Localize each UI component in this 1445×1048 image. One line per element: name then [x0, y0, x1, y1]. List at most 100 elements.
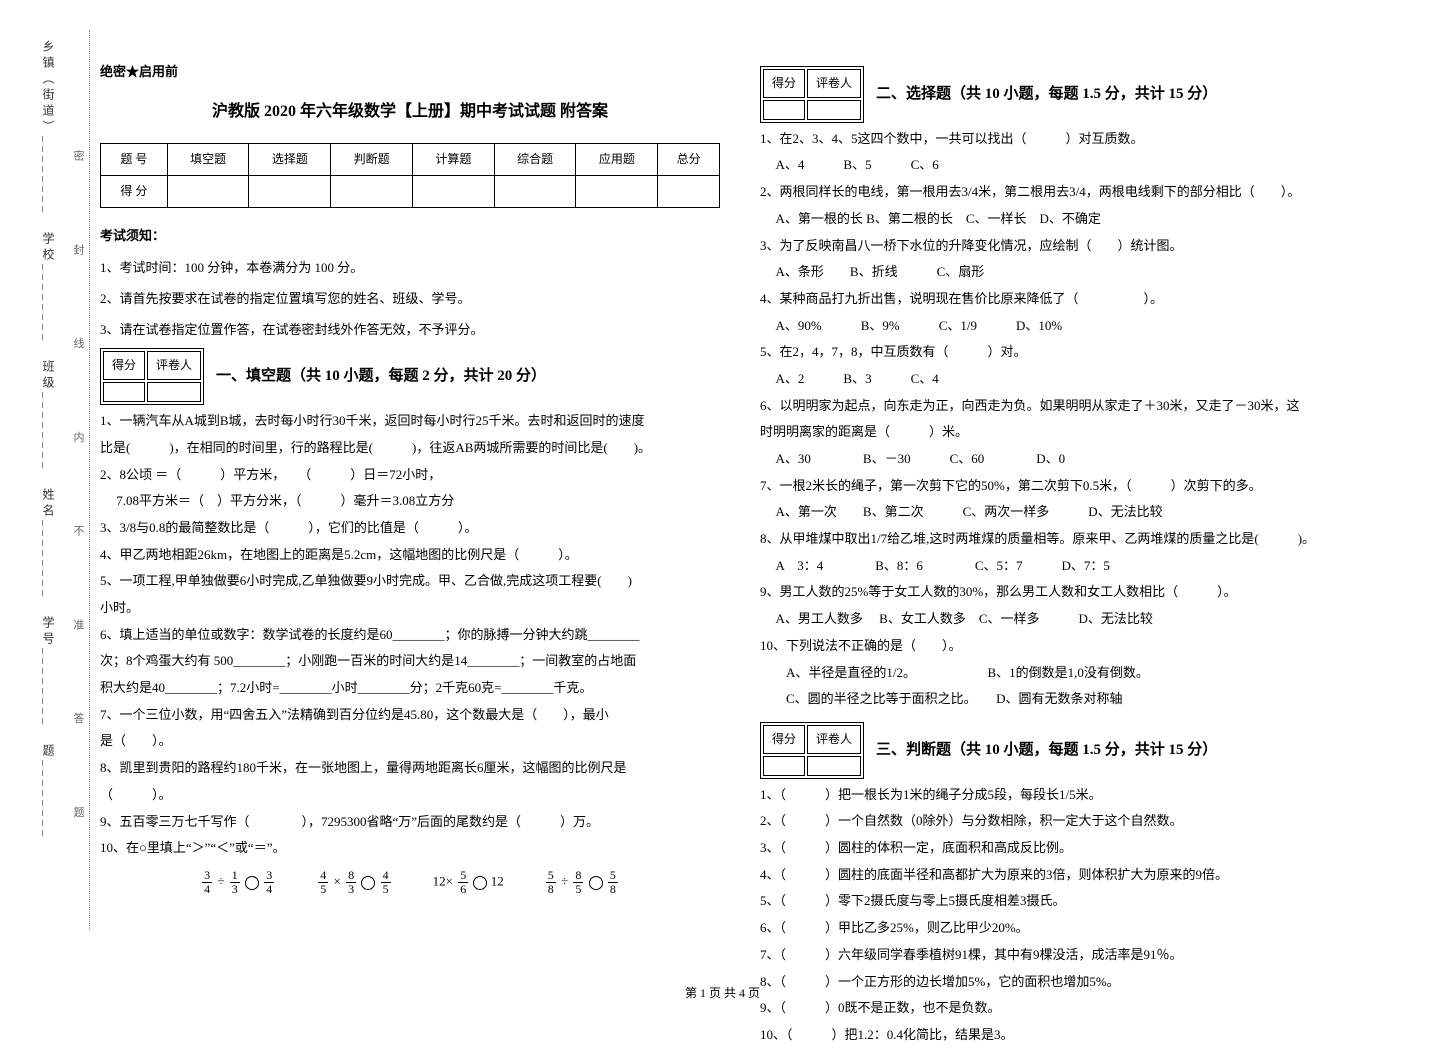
- binding-strip: 乡镇（街道）________ 学校________ 班级________ 姓名_…: [30, 30, 90, 930]
- mini-cell: [763, 100, 805, 120]
- question: 6、以明明家为起点，向东走为正，向西走为负。如果明明从家走了＋30米，又走了－3…: [760, 394, 1380, 419]
- compare-circle-icon: [361, 876, 375, 890]
- section-1-head: 一、填空题（共 10 小题，每题 2 分，共计 20 分）: [216, 362, 546, 391]
- equation-row: 34 ÷ 13 34 45 × 83 45 12× 56 12: [100, 869, 720, 896]
- question: A、男工人数多 B、女工人数多 C、一样多 D、无法比较: [760, 607, 1380, 632]
- mini-cell: [147, 382, 201, 402]
- mini-cell: [103, 382, 145, 402]
- question: 6、（ ）甲比乙多25%，则乙比甲少20%。: [760, 916, 1380, 941]
- equation: 12× 56 12: [433, 869, 504, 896]
- score-cell: [494, 175, 576, 207]
- score-table: 题 号 填空题 选择题 判断题 计算题 综合题 应用题 总分 得 分: [100, 143, 720, 208]
- table-row: 得 分: [101, 175, 720, 207]
- compare-circle-icon: [589, 876, 603, 890]
- question: 1、（ ）把一根长为1米的绳子分成5段，每段长1/5米。: [760, 783, 1380, 808]
- question: 5、在2，4，7，8，中互质数有（ ）对。: [760, 340, 1380, 365]
- question: （ ）。: [100, 783, 720, 808]
- mini-cell: [763, 756, 805, 776]
- exam-title: 沪教版 2020 年六年级数学【上册】期中考试试题 附答案: [100, 97, 720, 127]
- question: 2、两根同样长的电线，第一根用去3/4米，第二根用去3/4，两根电线剩下的部分相…: [760, 180, 1380, 205]
- binding-inner-text: 密 封 线 内 不 准 答 题: [70, 150, 86, 857]
- question: 8、从甲堆煤中取出1/7给乙堆,这时两堆煤的质量相等。原来甲、乙两堆煤的质量之比…: [760, 527, 1380, 552]
- mini-score-table: 得分 评卷人: [100, 348, 204, 405]
- score-cell: [412, 175, 494, 207]
- score-cell: 应用题: [576, 144, 658, 176]
- section-header-row: 得分 评卷人 三、判断题（共 10 小题，每题 1.5 分，共计 15 分）: [760, 722, 1380, 779]
- compare-circle-icon: [473, 876, 487, 890]
- question: 10、下列说法不正确的是（ ）。: [760, 634, 1380, 659]
- equation: 34 ÷ 13 34: [200, 869, 276, 896]
- section-2-head: 二、选择题（共 10 小题，每题 1.5 分，共计 15 分）: [876, 80, 1217, 109]
- question: A、2 B、3 C、4: [760, 367, 1380, 392]
- score-cell: 填空题: [167, 144, 249, 176]
- secret-label: 绝密★启用前: [100, 60, 720, 85]
- score-cell: 总分: [658, 144, 720, 176]
- score-cell: 计算题: [412, 144, 494, 176]
- question: 次；8个鸡蛋大约有 500________；小刚跑一百米的时间大约是14____…: [100, 649, 720, 674]
- mini-cell: [807, 756, 861, 776]
- question: 10、在○里填上“＞”“＜”或“＝”。: [100, 836, 720, 861]
- mini-cell: 得分: [763, 69, 805, 98]
- mini-cell: 得分: [103, 351, 145, 380]
- question: 积大约是40________；7.2小时=________小时________分…: [100, 676, 720, 701]
- score-cell: [167, 175, 249, 207]
- mini-cell: 评卷人: [807, 69, 861, 98]
- score-cell: 判断题: [331, 144, 413, 176]
- score-cell: [331, 175, 413, 207]
- question: A、第一根的长 B、第二根的长 C、一样长 D、不确定: [760, 207, 1380, 232]
- score-cell: [658, 175, 720, 207]
- question: 4、甲乙两地相距26km，在地图上的距离是5.2cm，这幅地图的比例尺是（ ）。: [100, 543, 720, 568]
- question: 8、凯里到贵阳的路程约180千米，在一张地图上，量得两地距离长6厘米，这幅图的比…: [100, 756, 720, 781]
- section-2-body: 1、在2、3、4、5这四个数中，一共可以找出（ ）对互质数。 A、4 B、5 C…: [760, 127, 1380, 712]
- table-row: 题 号 填空题 选择题 判断题 计算题 综合题 应用题 总分: [101, 144, 720, 176]
- equation: 45 × 83 45: [316, 869, 392, 896]
- question: 9、男工人数的25%等于女工人数的30%，那么男工人数和女工人数相比（ ）。: [760, 580, 1380, 605]
- compare-circle-icon: [245, 876, 259, 890]
- score-cell: 题 号: [101, 144, 168, 176]
- score-cell: [249, 175, 331, 207]
- question: 7.08平方米＝（ ）平方分米，（ ）毫升＝3.08立方分: [100, 489, 720, 514]
- binding-fields: 乡镇（街道）________ 学校________ 班级________ 姓名_…: [40, 40, 57, 840]
- question: 2、（ ）一个自然数（0除外）与分数相除，积一定大于这个自然数。: [760, 809, 1380, 834]
- question: 2、8公顷 ＝（ ）平方米， （ ）日＝72小时，: [100, 463, 720, 488]
- question: 4、某种商品打九折出售，说明现在售价比原来降低了（ ）。: [760, 287, 1380, 312]
- question: A、半径是直径的1/2。 B、1的倒数是1,0没有倒数。: [760, 661, 1380, 686]
- columns: 绝密★启用前 沪教版 2020 年六年级数学【上册】期中考试试题 附答案 题 号…: [100, 60, 1395, 960]
- mini-cell: [807, 100, 861, 120]
- question: 9、五百零三万七千写作（ ），7295300省略“万”后面的尾数约是（ ）万。: [100, 810, 720, 835]
- rule-item: 1、考试时间：100 分钟，本卷满分为 100 分。: [100, 256, 720, 281]
- question: 3、（ ）圆柱的体积一定，底面积和高成反比例。: [760, 836, 1380, 861]
- page: 乡镇（街道）________ 学校________ 班级________ 姓名_…: [0, 0, 1445, 1019]
- question: 10、（ ）把1.2：0.4化简比，结果是3。: [760, 1023, 1380, 1048]
- question: 3、为了反映南昌八一桥下水位的升降变化情况，应绘制（ ）统计图。: [760, 234, 1380, 259]
- score-cell: [576, 175, 658, 207]
- equation: 58 ÷ 85 58: [544, 869, 620, 896]
- mini-score-table: 得分 评卷人: [760, 722, 864, 779]
- page-footer: 第 1 页 共 4 页: [0, 984, 1445, 1001]
- rule-item: 3、请在试卷指定位置作答，在试卷密封线外作答无效，不予评分。: [100, 318, 720, 343]
- score-cell: 选择题: [249, 144, 331, 176]
- mini-score-table: 得分 评卷人: [760, 66, 864, 123]
- question: 小时。: [100, 596, 720, 621]
- rule-item: 2、请首先按要求在试卷的指定位置填写您的姓名、班级、学号。: [100, 287, 720, 312]
- question: 4、（ ）圆柱的底面半径和高都扩大为原来的3倍，则体积扩大为原来的9倍。: [760, 863, 1380, 888]
- question: 7、一根2米长的绳子，第一次剪下它的50%，第二次剪下0.5米，（ ）次剪下的多…: [760, 474, 1380, 499]
- mini-cell: 评卷人: [807, 725, 861, 754]
- right-column: 得分 评卷人 二、选择题（共 10 小题，每题 1.5 分，共计 15 分） 1…: [760, 60, 1380, 960]
- score-cell: 综合题: [494, 144, 576, 176]
- left-column: 绝密★启用前 沪教版 2020 年六年级数学【上册】期中考试试题 附答案 题 号…: [100, 60, 720, 960]
- section-3-head: 三、判断题（共 10 小题，每题 1.5 分，共计 15 分）: [876, 736, 1217, 765]
- section-3-body: 1、（ ）把一根长为1米的绳子分成5段，每段长1/5米。2、（ ）一个自然数（0…: [760, 783, 1380, 1048]
- question: 7、一个三位小数，用“四舍五入”法精确到百分位约是45.80，这个数最大是（ ）…: [100, 703, 720, 728]
- question: C、圆的半径之比等于面积之比。 D、圆有无数条对称轴: [760, 687, 1380, 712]
- section-header-row: 得分 评卷人 二、选择题（共 10 小题，每题 1.5 分，共计 15 分）: [760, 66, 1380, 123]
- question: 时明明离家的距离是（ ）米。: [760, 420, 1380, 445]
- question: 3、3/8与0.8的最简整数比是（ ），它们的比值是（ ）。: [100, 516, 720, 541]
- question: 比是( )，在相同的时间里，行的路程比是( )，往返AB两城所需要的时间比是( …: [100, 436, 720, 461]
- score-cell: 得 分: [101, 175, 168, 207]
- question: 6、填上适当的单位或数字：数学试卷的长度约是60________；你的脉搏一分钟…: [100, 623, 720, 648]
- rules-heading: 考试须知：: [100, 224, 720, 249]
- question: 1、一辆汽车从A城到B城，去时每小时行30千米，返回时每小时行25千米。去时和返…: [100, 409, 720, 434]
- question: 1、在2、3、4、5这四个数中，一共可以找出（ ）对互质数。: [760, 127, 1380, 152]
- question: A、条形 B、折线 C、扇形: [760, 260, 1380, 285]
